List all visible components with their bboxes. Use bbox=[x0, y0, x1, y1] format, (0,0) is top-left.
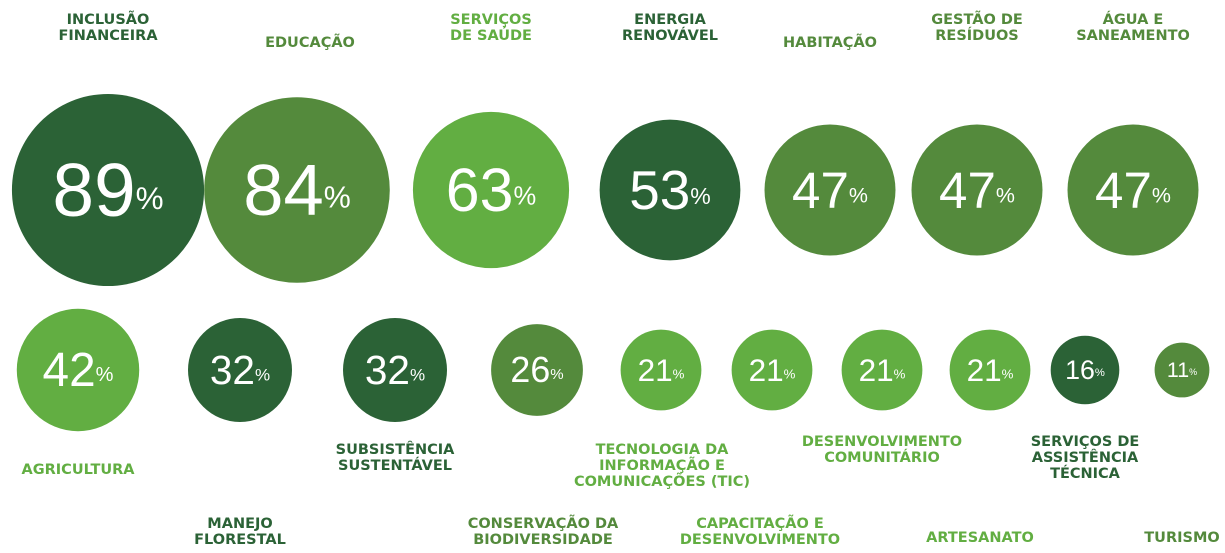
bubble bbox=[204, 97, 390, 283]
value-unit: % bbox=[136, 180, 164, 215]
value-number: 42 bbox=[43, 344, 96, 397]
value-label: 26% bbox=[510, 350, 563, 390]
value-label: 47% bbox=[1095, 162, 1171, 219]
bubble bbox=[911, 124, 1043, 256]
category-label: CONSERVAÇÃO DA BIODIVERSIDADE bbox=[467, 516, 619, 548]
category-label: SERVIÇOS DE ASSISTÊNCIA TÉCNICA bbox=[1030, 434, 1140, 482]
value-unit: % bbox=[513, 182, 536, 210]
value-label: 42% bbox=[43, 344, 114, 397]
value-unit: % bbox=[894, 366, 906, 381]
value-label: 21% bbox=[859, 352, 906, 388]
value-label: 11% bbox=[1167, 358, 1197, 382]
bubble bbox=[188, 318, 292, 422]
value-label: 21% bbox=[749, 352, 796, 388]
category-label: DESENVOLVIMENTO COMUNITÁRIO bbox=[801, 434, 963, 466]
value-number: 47 bbox=[1095, 162, 1152, 219]
value-number: 89 bbox=[52, 148, 135, 232]
value-number: 21 bbox=[638, 352, 673, 388]
value-number: 21 bbox=[749, 352, 784, 388]
bubble bbox=[841, 329, 923, 411]
bubble bbox=[343, 318, 447, 422]
value-unit: % bbox=[255, 365, 270, 384]
bubble bbox=[731, 329, 813, 411]
value-number: 11 bbox=[1167, 358, 1189, 382]
value-unit: % bbox=[1152, 183, 1171, 207]
value-unit: % bbox=[96, 364, 114, 386]
category-label: INCLUSÃO FINANCEIRA bbox=[58, 12, 158, 44]
category-label: MANEJO FLORESTAL bbox=[194, 516, 286, 548]
value-label: 53% bbox=[629, 159, 711, 221]
category-label: TURISMO bbox=[1144, 530, 1220, 546]
bubble bbox=[1154, 342, 1210, 398]
value-unit: % bbox=[849, 183, 868, 207]
value-unit: % bbox=[673, 366, 685, 381]
value-label: 63% bbox=[446, 156, 536, 224]
value-number: 21 bbox=[859, 352, 894, 388]
value-number: 47 bbox=[939, 162, 996, 219]
value-unit: % bbox=[324, 181, 351, 215]
value-number: 21 bbox=[967, 352, 1002, 388]
value-number: 32 bbox=[210, 347, 255, 393]
value-unit: % bbox=[1002, 366, 1014, 381]
value-label: 47% bbox=[939, 162, 1015, 219]
bubble bbox=[764, 124, 896, 256]
category-label: SERVIÇOS DE SAÚDE bbox=[450, 12, 532, 44]
value-number: 47 bbox=[792, 162, 849, 219]
category-label: TECNOLOGIA DA INFORMAÇÃO E COMUNICAÇÕES … bbox=[573, 442, 751, 490]
value-unit: % bbox=[550, 365, 563, 382]
value-number: 16 bbox=[1065, 355, 1095, 385]
bubble bbox=[599, 119, 741, 261]
value-label: 16% bbox=[1065, 355, 1105, 385]
category-label: ENERGIA RENOVÁVEL bbox=[622, 12, 718, 44]
value-unit: % bbox=[690, 183, 711, 209]
bubble bbox=[949, 329, 1031, 411]
value-label: 47% bbox=[792, 162, 868, 219]
value-unit: % bbox=[996, 183, 1015, 207]
category-label: EDUCAÇÃO bbox=[265, 35, 355, 51]
value-unit: % bbox=[784, 366, 796, 381]
value-unit: % bbox=[1189, 367, 1197, 377]
bubble bbox=[412, 111, 570, 269]
value-unit: % bbox=[1095, 367, 1105, 379]
value-label: 21% bbox=[967, 352, 1014, 388]
bubble bbox=[491, 324, 583, 416]
value-label: 84% bbox=[243, 150, 351, 231]
value-number: 53 bbox=[629, 159, 690, 221]
category-label: ÁGUA E SANEAMENTO bbox=[1076, 12, 1190, 44]
bubble bbox=[620, 329, 702, 411]
value-label: 21% bbox=[638, 352, 685, 388]
value-number: 63 bbox=[446, 156, 514, 224]
category-label: ARTESANATO bbox=[926, 530, 1034, 546]
value-label: 32% bbox=[210, 347, 270, 393]
value-label: 89% bbox=[52, 148, 163, 232]
value-number: 32 bbox=[365, 347, 410, 393]
value-number: 84 bbox=[243, 150, 324, 231]
bubble bbox=[11, 93, 205, 287]
value-number: 26 bbox=[510, 350, 550, 390]
bubble bbox=[16, 308, 140, 432]
category-label: HABITAÇÃO bbox=[783, 35, 877, 51]
bubble bbox=[1050, 335, 1120, 405]
value-label: 32% bbox=[365, 347, 425, 393]
value-unit: % bbox=[410, 365, 425, 384]
category-label: SUBSISTÊNCIA SUSTENTÁVEL bbox=[335, 442, 455, 474]
category-label: AGRICULTURA bbox=[21, 462, 135, 478]
category-label: CAPACITAÇÃO E DESENVOLVIMENTO bbox=[679, 516, 841, 548]
category-label: GESTÃO DE RESÍDUOS bbox=[931, 12, 1023, 44]
bubble bbox=[1067, 124, 1199, 256]
